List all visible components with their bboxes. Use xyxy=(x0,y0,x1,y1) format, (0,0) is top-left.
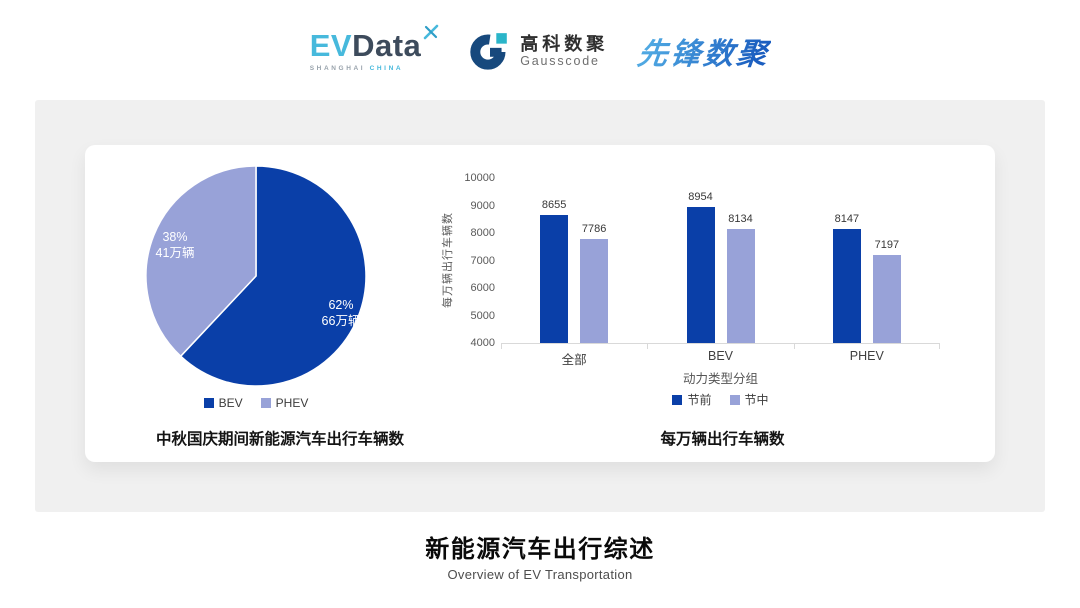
legend-label: BEV xyxy=(218,396,243,410)
pie-label-line: 66万辆 xyxy=(321,314,361,328)
x-axis-tick-mark xyxy=(501,344,502,349)
bar-chart-plot: 8655 7786 8954 8134 8147 7197 xyxy=(501,178,940,349)
pie-slice-label-bev: 62% 66万辆 xyxy=(322,297,361,330)
legend-label: 节中 xyxy=(744,393,769,407)
bar-BEV-节中 xyxy=(726,229,755,343)
bar-value-label: 8655 xyxy=(541,199,567,211)
y-tick-label: 5000 xyxy=(470,309,495,322)
bar-value-label: 8954 xyxy=(688,190,713,203)
y-tick-label: 6000 xyxy=(470,282,495,294)
pioneer-logo: 先锋数聚 xyxy=(636,29,773,73)
y-tick-label: 9000 xyxy=(470,199,495,212)
page-subtitle: Overview of EV Transportation xyxy=(447,567,633,582)
pie-slice-label-phev: 38% 41万辆 xyxy=(156,229,195,262)
evdata-subtext: SHANGHAI CHINA xyxy=(310,65,403,72)
gausscode-cn-text: 高科数聚 xyxy=(520,33,609,54)
legend-label: 节前 xyxy=(687,393,712,407)
bar-全部-节中 xyxy=(580,238,609,343)
pie-label-line: 41万辆 xyxy=(155,246,195,260)
legend-swatch xyxy=(672,394,683,405)
x-axis-tick-mark xyxy=(939,344,940,349)
y-tick-label: 8000 xyxy=(470,227,495,239)
bar-legend: 节前 节中 xyxy=(501,391,940,408)
gausscode-text: 高科数聚 Gausscode xyxy=(520,34,608,69)
bar-PHEV-节中 xyxy=(872,255,901,343)
evdata-logo: EV Data SHANGHAI CHINA xyxy=(309,24,440,72)
legend-swatch xyxy=(729,394,740,405)
pie-label-line: 38% xyxy=(162,229,188,244)
pie-label-line: 62% xyxy=(328,297,354,312)
chart-card: 62% 66万辆 38% 41万辆 BEV PHEV 中秋国庆期间新能源汽车出行车辆数… xyxy=(85,145,995,462)
category-label-BEV: BEV xyxy=(707,349,734,363)
legend-label: PHEV xyxy=(275,396,309,410)
bar-PHEV-节前 xyxy=(832,228,861,343)
evdata-ev-text: EV xyxy=(309,28,353,63)
bar-y-axis-ticks: 10000 9000 8000 7000 6000 5000 4000 xyxy=(435,172,495,349)
x-axis-tick-mark xyxy=(647,344,649,349)
evdata-shanghai-text: SHANGHAI xyxy=(309,65,366,72)
y-tick-label: 7000 xyxy=(470,254,495,267)
bar-chart-title: 每万辆出行车辆数 xyxy=(660,431,785,448)
y-tick-label: 10000 xyxy=(464,172,495,184)
category-label-全部: 全部 xyxy=(561,353,587,367)
legend-swatch xyxy=(203,398,214,408)
bar-x-axis-label: 动力类型分组 xyxy=(682,372,758,386)
page-title: 新能源汽车出行综述 xyxy=(425,536,655,563)
legend-item-节中: 节中 xyxy=(729,391,769,408)
gausscode-logo: 高科数聚 Gausscode xyxy=(469,30,608,72)
bar-value-label: 7197 xyxy=(874,239,900,252)
evdata-x-icon xyxy=(423,24,439,40)
gausscode-g-icon xyxy=(470,33,508,70)
evdata-wordmark: EV Data xyxy=(309,24,440,63)
bar-BEV-节前 xyxy=(686,206,715,343)
gausscode-en-text: Gausscode xyxy=(520,54,600,69)
legend-item-节前: 节前 xyxy=(672,391,712,408)
bar-value-label: 8147 xyxy=(834,212,860,225)
category-label-PHEV: PHEV xyxy=(849,349,884,363)
evdata-data-text: Data xyxy=(352,28,422,63)
bar-全部-节前 xyxy=(540,215,569,343)
legend-item-PHEV: PHEV xyxy=(260,396,309,410)
evdata-china-text: CHINA xyxy=(369,65,404,72)
bar-value-label: 7786 xyxy=(581,222,607,235)
bar-category-labels: 全部 BEV PHEV xyxy=(501,349,940,367)
y-tick-label: 4000 xyxy=(470,337,495,349)
pie-chart-title: 中秋国庆期间新能源汽车出行车辆数 xyxy=(155,431,404,448)
legend-swatch xyxy=(260,398,271,408)
bar-value-label: 8134 xyxy=(728,213,753,226)
pie-chart xyxy=(145,165,367,387)
x-axis-tick-mark xyxy=(793,344,795,349)
pie-slice-PHEV xyxy=(145,165,257,358)
pie-slice-BEV xyxy=(179,165,367,387)
pie-legend: BEV PHEV xyxy=(145,396,367,410)
legend-item-BEV: BEV xyxy=(203,396,243,410)
gray-panel: 62% 66万辆 38% 41万辆 BEV PHEV 中秋国庆期间新能源汽车出行车辆数… xyxy=(35,100,1045,512)
header-logo-row: EV Data SHANGHAI CHINA 高科数聚 Gausscode 先锋数… xyxy=(0,18,1080,84)
